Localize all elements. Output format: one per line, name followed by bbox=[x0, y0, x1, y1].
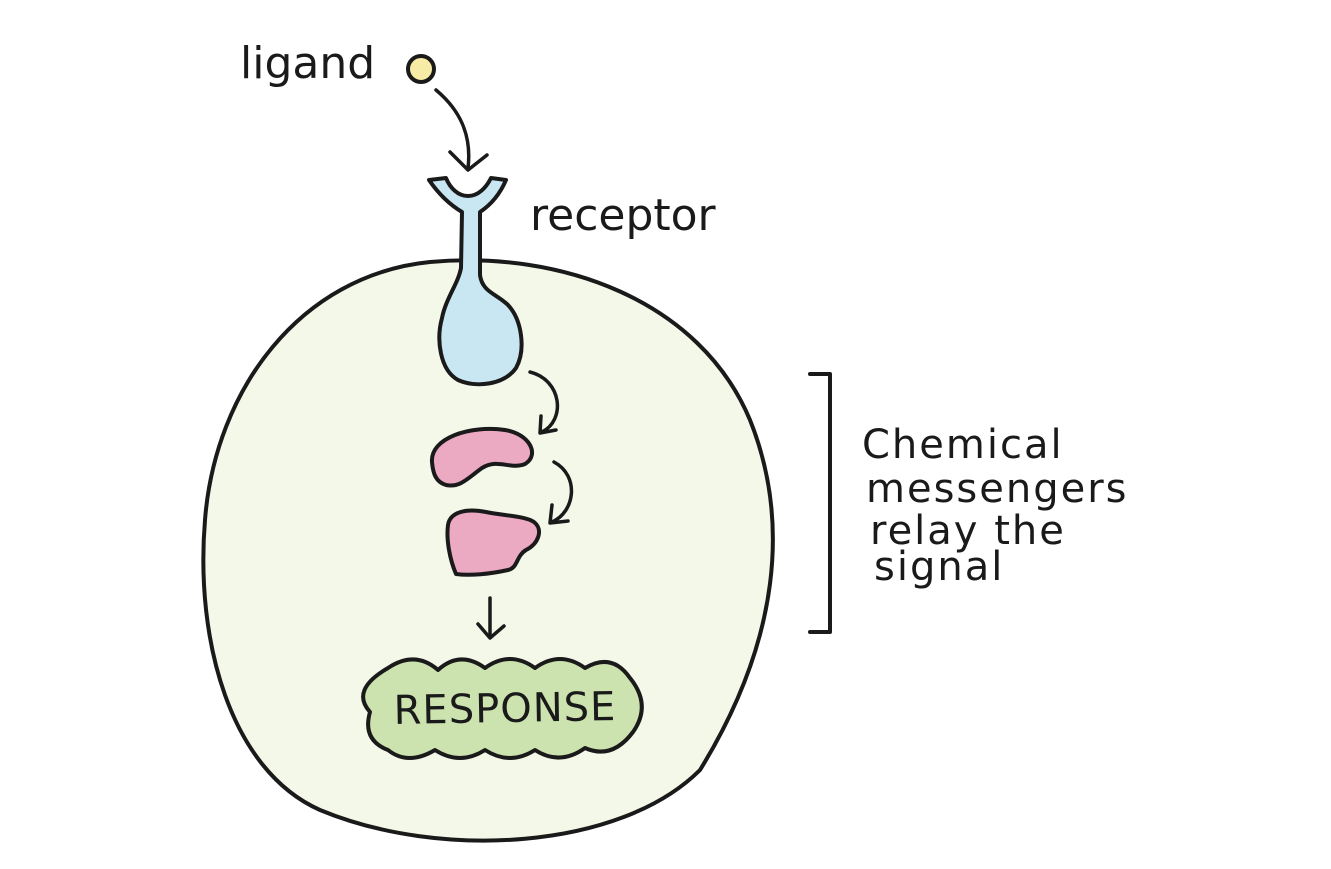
messengers-note-line-1: Chemical bbox=[862, 422, 1064, 468]
receptor-label: receptor bbox=[530, 190, 717, 241]
response-burst bbox=[361, 657, 644, 760]
messengers-note-line-2: messengers bbox=[866, 466, 1129, 512]
arrow-messenger-to-messenger bbox=[550, 460, 574, 524]
ligand-label: ligand bbox=[240, 38, 375, 89]
messenger-1 bbox=[429, 427, 535, 488]
arrowhead-ligand-to-receptor bbox=[448, 150, 489, 172]
arrowhead-messenger-to-messenger bbox=[548, 503, 570, 525]
messenger-2 bbox=[445, 508, 542, 577]
arrowhead-messenger-to-response bbox=[476, 622, 506, 640]
response-label: RESPONSE bbox=[393, 684, 616, 734]
messengers-note-line-3: relay the bbox=[870, 508, 1066, 554]
ligand-circle bbox=[406, 54, 436, 84]
arrow-receptor-to-messenger bbox=[528, 370, 560, 434]
arrowhead-receptor-to-messenger bbox=[538, 414, 558, 435]
receptor bbox=[427, 176, 524, 387]
arrow-ligand-to-receptor bbox=[434, 88, 471, 170]
messengers-bracket bbox=[808, 372, 832, 634]
messengers-note-line-4: signal bbox=[874, 544, 1004, 590]
